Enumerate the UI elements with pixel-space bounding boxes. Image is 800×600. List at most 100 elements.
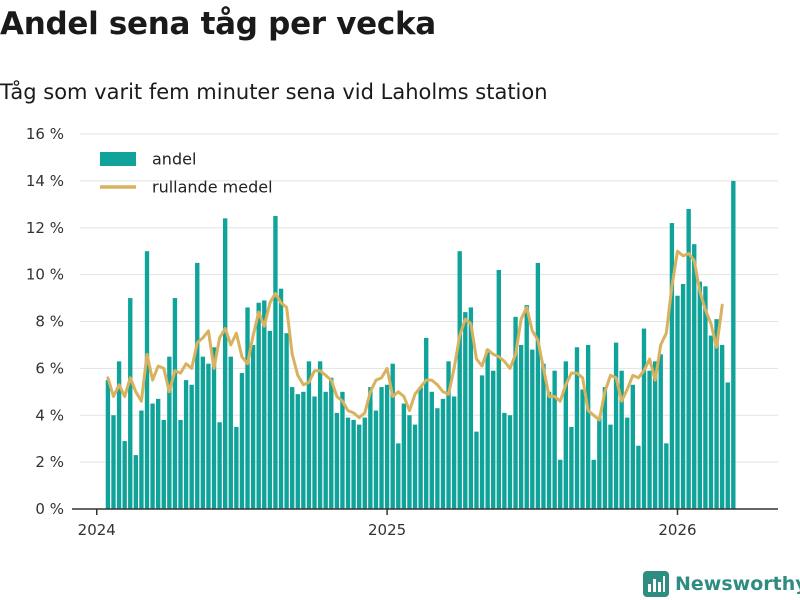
bar-andel (256, 302, 261, 509)
bar-andel (708, 335, 714, 509)
bar-andel (446, 361, 451, 509)
bar-andel (278, 288, 284, 509)
bar-andel (502, 412, 507, 509)
newsworthy-brand: Newsworthy (643, 570, 800, 598)
bar-andel (362, 417, 367, 509)
bar-andel (647, 370, 652, 509)
bar-andel (491, 370, 496, 509)
bar-andel (418, 387, 423, 509)
bar-andel (290, 387, 295, 509)
bar-andel (178, 419, 183, 509)
bar-andel (524, 305, 529, 509)
bar-andel (228, 356, 233, 509)
x-tick-label: 2024 (78, 521, 116, 539)
bar-andel (250, 344, 256, 509)
axes: 0 % 2 % 4 % 6 % 8 % 10 % 12 % 14 % 16 % 2024 2025 2… (26, 125, 778, 539)
bar-andel (334, 412, 340, 509)
bar-andel (518, 344, 524, 509)
bar-andel (234, 426, 239, 509)
bar-andel (206, 363, 211, 509)
bar-andel (312, 396, 317, 509)
bar-andel (116, 361, 122, 509)
bar-andel (217, 422, 222, 509)
bar-andel (608, 424, 613, 509)
bar-andel (686, 209, 691, 509)
bar-andel (267, 330, 273, 509)
bar-andel (440, 398, 446, 509)
bar-andel (144, 251, 150, 509)
bar-andel (625, 417, 630, 509)
bar-andel (357, 424, 362, 509)
bar-andel (675, 295, 680, 509)
bar-andel (161, 419, 166, 509)
y-tick-label: 6 % (35, 359, 64, 377)
bar-andel (284, 333, 289, 509)
bar-andel (368, 387, 373, 509)
legend: andel rullande medel (100, 150, 273, 197)
bar-andel (435, 408, 440, 509)
bar-andel (530, 349, 535, 509)
bar-andel (496, 269, 501, 509)
chart-canvas: 0 % 2 % 4 % 6 % 8 % 10 % 12 % 14 % 16 % 2024 2025 2… (26, 125, 778, 539)
bar-andel (457, 251, 462, 509)
bar-andel (541, 363, 546, 509)
bar-andel (552, 370, 557, 509)
bar-andel (719, 344, 725, 509)
bar-andel (602, 387, 608, 509)
y-tick-label: 2 % (35, 453, 64, 471)
bar-andel (390, 363, 395, 509)
line-series-rullande-medel (106, 249, 724, 422)
bar-andel (150, 403, 155, 509)
y-tick-label: 8 % (35, 313, 64, 331)
bar-andel (105, 380, 111, 509)
bar-andel (613, 342, 619, 509)
y-tick-label: 16 % (26, 125, 64, 143)
bar-chart-logo-icon (643, 571, 669, 597)
bar-andel (329, 377, 334, 509)
bar-andel (703, 286, 708, 509)
legend-label: rullande medel (152, 178, 273, 197)
bar-andel (401, 403, 407, 509)
bar-andel (731, 180, 736, 509)
bar-andel (262, 300, 267, 509)
legend-swatch-andel (100, 152, 136, 166)
bar-andel (139, 410, 144, 509)
bar-andel (412, 424, 418, 509)
bar-andel (574, 347, 580, 509)
y-tick-label: 4 % (35, 406, 64, 424)
bar-andel (133, 455, 139, 509)
bar-andel (345, 417, 351, 509)
bar-andel (468, 307, 474, 509)
bar-andel (669, 223, 675, 509)
bar-andel (128, 298, 133, 509)
bar-andel (223, 218, 228, 509)
y-tick-label: 0 % (35, 500, 64, 518)
bar-andel (725, 382, 730, 509)
x-tick-label: 2026 (658, 521, 696, 539)
x-tick-label: 2025 (368, 521, 406, 539)
bar-andel (351, 419, 356, 509)
bar-andel (167, 356, 172, 509)
bar-andel (384, 384, 390, 509)
bar-andel (636, 445, 641, 509)
bar-andel (211, 347, 217, 509)
bar-andel (200, 356, 206, 509)
bar-series-andel (105, 180, 736, 509)
bar-andel (301, 391, 306, 509)
bar-andel (122, 441, 127, 509)
brand-name: Newsworthy (675, 573, 800, 595)
bar-andel (396, 443, 401, 509)
bar-andel (306, 361, 312, 509)
bar-andel (507, 415, 513, 509)
bar-andel (658, 354, 663, 509)
bar-andel (597, 417, 602, 509)
bar-andel (652, 361, 658, 509)
bar-andel (172, 298, 178, 509)
bar-andel (697, 281, 703, 509)
bar-andel (340, 391, 345, 509)
bar-andel (558, 459, 563, 509)
bar-andel (424, 337, 429, 509)
bar-andel (714, 319, 719, 509)
bar-andel (451, 396, 457, 509)
bar-andel (680, 284, 686, 509)
